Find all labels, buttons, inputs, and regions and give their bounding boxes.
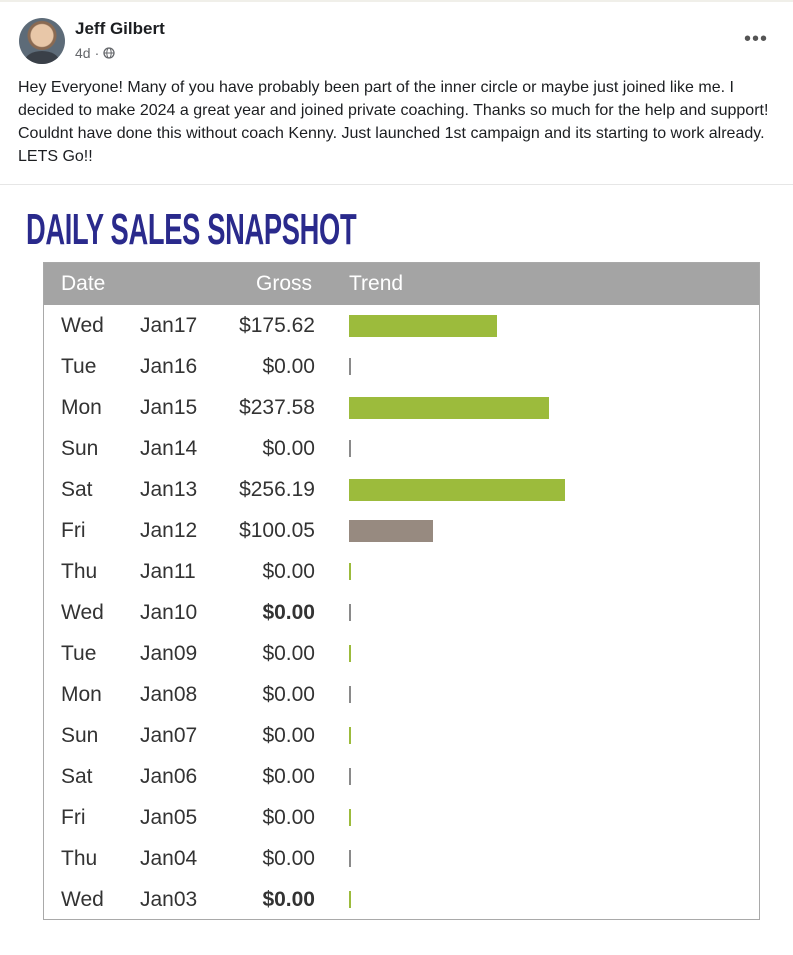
table-body: Wed Jan17 $175.62 Tue Jan16 $0.00 Mon Jan15 $237… [44, 305, 759, 920]
cell-day: Sat [61, 478, 93, 501]
cell-date: Jan14 [140, 437, 198, 460]
cell-date: Jan11 [140, 560, 196, 583]
cell-date: Jan12 [140, 519, 198, 542]
cell-day: Thu [61, 847, 98, 870]
trend-tick [349, 686, 351, 703]
cell-date: Jan13 [140, 478, 198, 501]
cell-day: Fri [61, 806, 86, 829]
cell-gross: $0.00 [262, 888, 315, 911]
trend-bar [349, 315, 497, 337]
table-row: Fri Jan05 $0.00 [44, 797, 759, 838]
header-date: Date [61, 272, 106, 295]
cell-gross: $256.19 [239, 478, 315, 501]
cell-day: Fri [61, 519, 86, 542]
table-row: Thu Jan11 $0.00 [44, 551, 759, 592]
cell-date: Jan07 [140, 724, 198, 747]
cell-date: Jan10 [140, 601, 198, 624]
table-row: Wed Jan17 $175.62 [44, 305, 759, 346]
table-row: Wed Jan03 $0.00 [44, 879, 759, 920]
cell-date: Jan06 [140, 765, 198, 788]
trend-tick [349, 645, 351, 662]
post-time[interactable]: 4d [75, 45, 91, 61]
cell-day: Sat [61, 765, 93, 788]
cell-day: Wed [61, 314, 104, 337]
cell-date: Jan04 [140, 847, 198, 870]
cell-date: Jan05 [140, 806, 198, 829]
header-trend: Trend [349, 272, 404, 295]
meta-separator: · [94, 45, 100, 61]
post-card: Jeff Gilbert 4d · ••• Hey Everyone! Many… [0, 0, 793, 185]
cell-gross: $0.00 [262, 847, 315, 870]
more-options-icon[interactable]: ••• [744, 28, 769, 50]
cell-gross: $0.00 [262, 642, 315, 665]
trend-tick [349, 809, 351, 826]
cell-gross: $237.58 [239, 396, 315, 419]
cell-day: Tue [61, 642, 97, 665]
cell-day: Sun [61, 437, 99, 460]
trend-tick [349, 768, 351, 785]
cell-gross: $0.00 [262, 355, 315, 378]
trend-tick [349, 727, 351, 744]
trend-tick [349, 891, 351, 908]
cell-day: Tue [61, 355, 97, 378]
cell-gross: $0.00 [262, 560, 315, 583]
cell-date: Jan17 [140, 314, 198, 337]
trend-tick [349, 850, 351, 867]
cell-date: Jan15 [140, 396, 198, 419]
trend-tick [349, 440, 351, 457]
globe-icon [103, 47, 115, 59]
table-row: Fri Jan12 $100.05 [44, 510, 759, 551]
cell-gross: $0.00 [262, 437, 315, 460]
image-title: DAILY SALES SNAPSHOT [26, 205, 357, 254]
table-row: Tue Jan09 $0.00 [44, 633, 759, 674]
avatar[interactable] [19, 18, 65, 64]
cell-gross: $0.00 [262, 765, 315, 788]
table-row: Wed Jan10 $0.00 [44, 592, 759, 633]
cell-gross: $100.05 [239, 519, 315, 542]
cell-gross: $0.00 [262, 601, 315, 624]
trend-bar [349, 479, 565, 501]
cell-gross: $175.62 [239, 314, 315, 337]
table-row: Sun Jan14 $0.00 [44, 428, 759, 469]
table-row: Thu Jan04 $0.00 [44, 838, 759, 879]
table-row: Sun Jan07 $0.00 [44, 715, 759, 756]
post-meta: 4d · [75, 45, 115, 61]
table-row: Sat Jan06 $0.00 [44, 756, 759, 797]
trend-tick [349, 604, 351, 621]
table-row: Tue Jan16 $0.00 [44, 346, 759, 387]
sales-table: Date Gross Trend Wed Jan17 $175.62 Tue Jan16… [43, 262, 760, 920]
post-text: Hey Everyone! Many of you have probably … [18, 79, 769, 165]
cell-day: Wed [61, 888, 104, 911]
trend-tick [349, 358, 351, 375]
table-header: Date Gross Trend [44, 263, 759, 305]
trend-bar [349, 520, 433, 542]
trend-bar [349, 397, 549, 419]
trend-tick [349, 563, 351, 580]
cell-date: Jan16 [140, 355, 198, 378]
cell-day: Wed [61, 601, 104, 624]
cell-gross: $0.00 [262, 683, 315, 706]
avatar-shoulders [25, 51, 59, 64]
cell-gross: $0.00 [262, 724, 315, 747]
cell-day: Thu [61, 560, 98, 583]
table-row: Sat Jan13 $256.19 [44, 469, 759, 510]
cell-day: Mon [61, 683, 102, 706]
table-row: Mon Jan15 $237.58 [44, 387, 759, 428]
cell-date: Jan08 [140, 683, 198, 706]
cell-date: Jan03 [140, 888, 198, 911]
cell-gross: $0.00 [262, 806, 315, 829]
cell-date: Jan09 [140, 642, 198, 665]
header-gross: Gross [256, 272, 313, 295]
cell-day: Sun [61, 724, 99, 747]
cell-day: Mon [61, 396, 102, 419]
table-row: Mon Jan08 $0.00 [44, 674, 759, 715]
author-name[interactable]: Jeff Gilbert [75, 19, 165, 38]
